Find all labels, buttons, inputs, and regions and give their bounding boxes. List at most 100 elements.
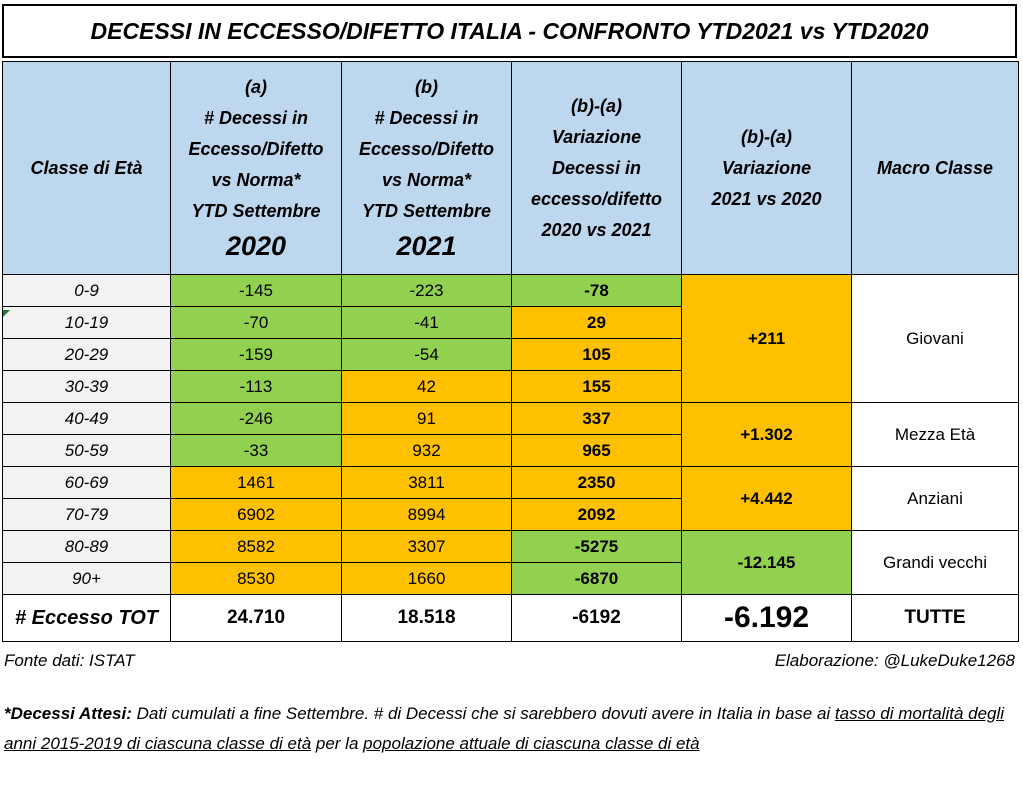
footnote-text-1: Dati cumulati a fine Settembre. # di Dec… <box>131 704 835 723</box>
header-col-diff-l1: Variazione <box>551 126 642 147</box>
value-a-cell: 8582 <box>170 530 342 563</box>
total-variation: -6.192 <box>681 594 852 642</box>
value-a-cell: 1461 <box>170 466 342 499</box>
header-col-diff: (b)-(a) Variazione Decessi in eccesso/di… <box>511 61 682 275</box>
diff-cell: 155 <box>511 370 682 403</box>
diff-cell: 29 <box>511 306 682 339</box>
header-col-b: (b) # Decessi in Eccesso/Difetto vs Norm… <box>341 61 512 275</box>
header-col-a-l1: # Decessi in <box>203 107 309 128</box>
footnote: *Decessi Attesi: Dati cumulati a fine Se… <box>4 699 1009 759</box>
header-col-diff-l4: 2020 vs 2021 <box>541 219 652 240</box>
age-cell: 50-59 <box>2 434 171 467</box>
header-macro: Macro Classe <box>851 61 1019 275</box>
diff-cell: -5275 <box>511 530 682 563</box>
value-b-cell: 3811 <box>341 466 512 499</box>
value-a-cell: -33 <box>170 434 342 467</box>
header-col-diff-l3: eccesso/difetto <box>530 188 663 209</box>
total-b: 18.518 <box>341 594 512 642</box>
elaboration-text: Elaborazione: @LukeDuke1268 <box>774 651 1015 670</box>
value-b-cell: 1660 <box>341 562 512 595</box>
header-col-b-year: 2021 <box>396 230 457 261</box>
age-cell: 90+ <box>2 562 171 595</box>
value-a-cell: -145 <box>170 274 342 307</box>
total-macro: TUTTE <box>851 594 1019 642</box>
excess-deaths-table: Classe di Età (a) # Decessi in Eccesso/D… <box>2 61 1019 642</box>
footnote-text-2: per la <box>311 734 364 753</box>
value-a-cell: -246 <box>170 402 342 435</box>
table-row: 50-59 -33 932 965 <box>2 434 1019 467</box>
macro-variation-giovani: +211 <box>681 274 852 403</box>
header-col-a-l2: Eccesso/Difetto <box>188 138 324 159</box>
value-a-cell: -113 <box>170 370 342 403</box>
header-col-b-l4: YTD Settembre <box>361 200 492 221</box>
value-b-cell: 3307 <box>341 530 512 563</box>
table-row: 80-89 8582 3307 -5275 -12.145 Grandi vec… <box>2 530 1019 595</box>
value-b-cell: 8994 <box>341 498 512 531</box>
header-col-b-tag: (b) <box>415 76 438 97</box>
table-row: 20-29 -159 -54 105 <box>2 338 1019 371</box>
source-text: Fonte dati: ISTAT <box>4 651 135 670</box>
table-row: 0-9 -145 -223 -78 +211 Giovani <box>2 274 1019 403</box>
header-col-a-l3: vs Norma* <box>211 169 301 190</box>
table-row: 10-19 -70 -41 29 <box>2 306 1019 339</box>
age-cell: 80-89 <box>2 530 171 563</box>
total-label: # Eccesso TOT <box>2 594 171 642</box>
macro-name-mezza-eta: Mezza Età <box>851 402 1019 467</box>
total-row: # Eccesso TOT 24.710 18.518 -6192 -6.192… <box>2 594 1019 642</box>
footnote-underline-2: popolazione attuale di ciascuna classe d… <box>363 734 700 753</box>
header-col-diff-tag: (b)-(a) <box>571 95 622 116</box>
header-col-a-year: 2020 <box>225 230 287 261</box>
cell-comment-marker <box>3 310 10 317</box>
macro-name-giovani: Giovani <box>851 274 1019 403</box>
table-row: 60-69 1461 3811 2350 +4.442 Anziani <box>2 466 1019 531</box>
diff-cell: -6870 <box>511 562 682 595</box>
value-a-cell: 6902 <box>170 498 342 531</box>
value-b-cell: -223 <box>341 274 512 307</box>
age-cell: 10-19 <box>2 306 171 339</box>
value-b-cell: 91 <box>341 402 512 435</box>
header-col-var-l1: Variazione <box>721 157 812 178</box>
header-age-class: Classe di Età <box>2 61 171 275</box>
header-col-var-tag: (b)-(a) <box>741 126 792 147</box>
footnote-prefix: *Decessi Attesi: <box>4 704 132 723</box>
header-col-b-l1: # Decessi in <box>374 107 479 128</box>
header-col-a-tag: (a) <box>245 76 267 97</box>
diff-cell: 105 <box>511 338 682 371</box>
diff-cell: 2350 <box>511 466 682 499</box>
macro-variation-anziani: +4.442 <box>681 466 852 531</box>
diff-cell: 337 <box>511 402 682 435</box>
total-diff: -6192 <box>511 594 682 642</box>
age-cell: 0-9 <box>2 274 171 307</box>
value-a-cell: -159 <box>170 338 342 371</box>
age-cell: 20-29 <box>2 338 171 371</box>
header-col-var: (b)-(a) Variazione 2021 vs 2020 <box>681 61 852 275</box>
header-col-b-l2: Eccesso/Difetto <box>358 138 495 159</box>
header-col-var-l2: 2021 vs 2020 <box>711 188 822 209</box>
macro-name-anziani: Anziani <box>851 466 1019 531</box>
value-b-cell: -41 <box>341 306 512 339</box>
age-cell: 40-49 <box>2 402 171 435</box>
diff-cell: -78 <box>511 274 682 307</box>
header-row: Classe di Età (a) # Decessi in Eccesso/D… <box>2 61 1019 275</box>
value-b-cell: -54 <box>341 338 512 371</box>
value-a-cell: -70 <box>170 306 342 339</box>
value-b-cell: 932 <box>341 434 512 467</box>
macro-variation-grandi-vecchi: -12.145 <box>681 530 852 595</box>
table-row: 30-39 -113 42 155 <box>2 370 1019 403</box>
age-cell: 60-69 <box>2 466 171 499</box>
age-cell: 70-79 <box>2 498 171 531</box>
age-cell: 30-39 <box>2 370 171 403</box>
diff-cell: 965 <box>511 434 682 467</box>
table-row: 70-79 6902 8994 2092 <box>2 498 1019 531</box>
value-a-cell: 8530 <box>170 562 342 595</box>
header-col-a-l4: YTD Settembre <box>191 200 321 221</box>
value-b-cell: 42 <box>341 370 512 403</box>
page-title: DECESSI IN ECCESSO/DIFETTO ITALIA - CONF… <box>2 4 1017 58</box>
diff-cell: 2092 <box>511 498 682 531</box>
header-col-a: (a) # Decessi in Eccesso/Difetto vs Norm… <box>170 61 342 275</box>
header-col-b-l3: vs Norma* <box>381 169 472 190</box>
total-a: 24.710 <box>170 594 342 642</box>
table-row: 90+ 8530 1660 -6870 <box>2 562 1019 595</box>
macro-name-grandi-vecchi: Grandi vecchi <box>851 530 1019 595</box>
header-col-diff-l2: Decessi in <box>551 157 642 178</box>
